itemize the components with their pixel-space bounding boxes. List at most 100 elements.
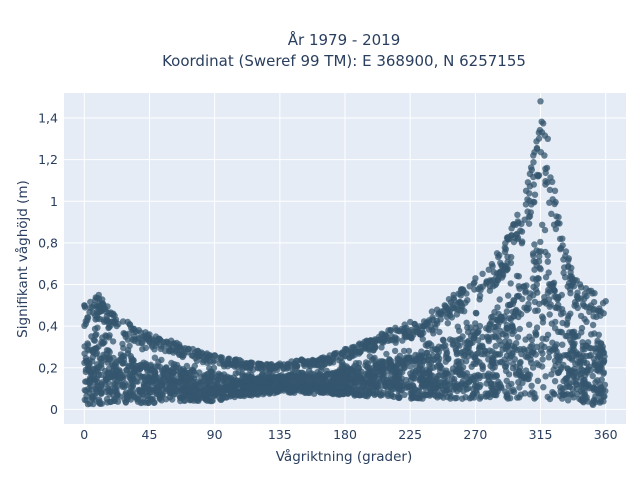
data-point bbox=[435, 358, 442, 365]
data-point bbox=[183, 369, 190, 376]
data-point bbox=[148, 337, 155, 344]
data-point bbox=[517, 358, 524, 366]
data-point bbox=[549, 178, 556, 185]
y-tick-label: 1 bbox=[50, 194, 58, 209]
data-point bbox=[239, 365, 246, 372]
data-point bbox=[494, 304, 501, 311]
data-point bbox=[483, 380, 490, 387]
data-point bbox=[400, 362, 407, 369]
y-tick-label: 0,6 bbox=[38, 277, 58, 292]
data-point bbox=[553, 352, 560, 359]
data-point bbox=[107, 322, 114, 330]
data-point bbox=[89, 348, 97, 355]
data-point bbox=[248, 362, 255, 369]
data-point bbox=[563, 319, 571, 327]
data-point bbox=[596, 381, 604, 388]
data-point bbox=[477, 393, 485, 401]
data-point bbox=[139, 399, 146, 406]
data-point bbox=[565, 262, 572, 270]
data-point bbox=[252, 381, 259, 388]
data-point bbox=[572, 351, 579, 358]
data-point bbox=[529, 364, 537, 371]
data-point bbox=[296, 384, 304, 392]
data-point bbox=[578, 284, 585, 291]
data-point bbox=[85, 385, 92, 393]
data-point bbox=[101, 305, 108, 312]
data-point bbox=[135, 339, 142, 346]
data-point bbox=[396, 352, 404, 359]
data-point bbox=[510, 386, 517, 394]
data-point bbox=[600, 358, 608, 365]
data-point bbox=[546, 311, 553, 318]
y-tick-label: 1,2 bbox=[38, 152, 58, 167]
data-point bbox=[526, 321, 533, 328]
data-point bbox=[385, 327, 392, 334]
data-point bbox=[129, 391, 137, 398]
data-point bbox=[136, 362, 143, 369]
data-point bbox=[504, 253, 511, 260]
data-point bbox=[522, 336, 529, 343]
data-point bbox=[154, 338, 161, 346]
data-point bbox=[493, 250, 501, 257]
data-point bbox=[485, 334, 492, 341]
data-point bbox=[508, 327, 515, 334]
data-point bbox=[83, 357, 90, 365]
data-point bbox=[347, 380, 354, 388]
x-tick-label: 45 bbox=[142, 427, 158, 442]
data-point bbox=[495, 384, 502, 391]
data-point bbox=[530, 159, 537, 166]
x-tick-label: 315 bbox=[529, 427, 553, 442]
data-point bbox=[540, 120, 547, 127]
data-point bbox=[127, 352, 134, 360]
data-point bbox=[109, 338, 117, 345]
data-point bbox=[419, 382, 427, 389]
data-point bbox=[81, 396, 89, 403]
data-point bbox=[550, 366, 557, 373]
data-point bbox=[526, 294, 533, 302]
data-point bbox=[403, 376, 410, 384]
data-point bbox=[547, 288, 554, 295]
data-point bbox=[437, 368, 444, 375]
data-point bbox=[427, 391, 435, 398]
data-point bbox=[265, 386, 272, 393]
data-point bbox=[490, 323, 497, 331]
data-point bbox=[124, 336, 132, 343]
data-point bbox=[580, 376, 587, 384]
y-tick-label: 0,8 bbox=[38, 235, 58, 250]
data-point bbox=[91, 325, 99, 333]
data-point bbox=[489, 277, 496, 284]
data-point bbox=[151, 346, 158, 353]
data-point bbox=[507, 352, 514, 360]
data-point bbox=[423, 366, 431, 373]
data-point bbox=[168, 337, 175, 344]
data-point bbox=[592, 385, 599, 392]
data-point bbox=[546, 186, 554, 194]
data-point bbox=[117, 356, 125, 363]
data-point bbox=[481, 347, 488, 354]
data-point bbox=[214, 389, 221, 396]
data-point bbox=[459, 333, 466, 340]
data-point bbox=[169, 396, 176, 403]
data-point bbox=[433, 306, 441, 313]
data-point bbox=[437, 311, 444, 318]
data-point bbox=[567, 391, 574, 398]
data-point bbox=[98, 386, 106, 393]
data-point bbox=[469, 375, 476, 382]
data-point bbox=[508, 321, 516, 329]
data-point bbox=[148, 378, 156, 385]
data-point bbox=[92, 332, 99, 339]
data-point bbox=[564, 397, 572, 404]
data-point bbox=[179, 394, 186, 401]
data-point bbox=[456, 382, 463, 389]
data-point bbox=[437, 316, 444, 323]
data-point bbox=[573, 390, 581, 398]
data-point bbox=[526, 371, 534, 379]
data-point bbox=[530, 347, 537, 355]
data-point bbox=[537, 98, 544, 105]
data-point bbox=[159, 391, 166, 398]
data-point bbox=[261, 377, 269, 385]
data-point bbox=[511, 234, 518, 241]
data-point bbox=[445, 296, 453, 303]
data-point bbox=[564, 283, 571, 290]
data-point bbox=[539, 356, 546, 363]
